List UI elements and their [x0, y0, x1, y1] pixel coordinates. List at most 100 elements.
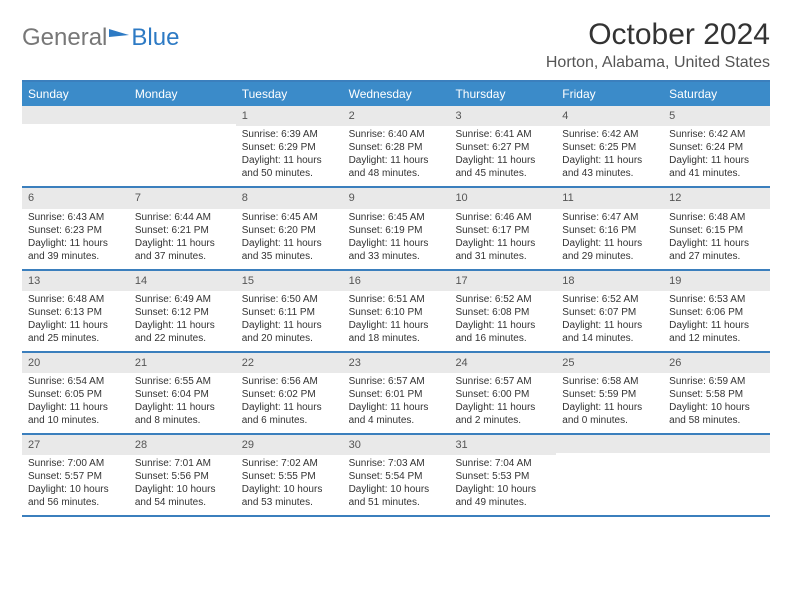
day-content: Sunrise: 6:55 AMSunset: 6:04 PMDaylight:… — [129, 373, 236, 433]
sunrise-text: Sunrise: 6:43 AM — [28, 211, 123, 224]
sunset-text: Sunset: 6:19 PM — [349, 224, 444, 237]
daylight-text: Daylight: 10 hours and 49 minutes. — [455, 483, 550, 509]
day-number: 25 — [556, 353, 663, 373]
day-content: Sunrise: 6:40 AMSunset: 6:28 PMDaylight:… — [343, 126, 450, 186]
sunset-text: Sunset: 6:06 PM — [669, 306, 764, 319]
day-cell — [22, 106, 129, 186]
day-number: 26 — [663, 353, 770, 373]
day-content: Sunrise: 6:54 AMSunset: 6:05 PMDaylight:… — [22, 373, 129, 433]
month-title: October 2024 — [546, 18, 770, 52]
brand-logo: General Blue — [22, 24, 179, 52]
sunrise-text: Sunrise: 6:47 AM — [562, 211, 657, 224]
sunset-text: Sunset: 6:29 PM — [242, 141, 337, 154]
daylight-text: Daylight: 10 hours and 54 minutes. — [135, 483, 230, 509]
day-number: 2 — [343, 106, 450, 126]
day-number: 8 — [236, 188, 343, 208]
sunrise-text: Sunrise: 6:50 AM — [242, 293, 337, 306]
sunset-text: Sunset: 6:28 PM — [349, 141, 444, 154]
daylight-text: Daylight: 11 hours and 50 minutes. — [242, 154, 337, 180]
day-cell: 11Sunrise: 6:47 AMSunset: 6:16 PMDayligh… — [556, 188, 663, 268]
day-content — [129, 124, 236, 132]
daylight-text: Daylight: 11 hours and 31 minutes. — [455, 237, 550, 263]
day-number: 24 — [449, 353, 556, 373]
sunset-text: Sunset: 6:20 PM — [242, 224, 337, 237]
day-content: Sunrise: 6:57 AMSunset: 6:00 PMDaylight:… — [449, 373, 556, 433]
sunrise-text: Sunrise: 7:02 AM — [242, 457, 337, 470]
sunset-text: Sunset: 6:01 PM — [349, 388, 444, 401]
day-number: 18 — [556, 271, 663, 291]
day-content: Sunrise: 6:51 AMSunset: 6:10 PMDaylight:… — [343, 291, 450, 351]
daylight-text: Daylight: 11 hours and 43 minutes. — [562, 154, 657, 180]
daylight-text: Daylight: 11 hours and 20 minutes. — [242, 319, 337, 345]
day-number: 13 — [22, 271, 129, 291]
sunrise-text: Sunrise: 6:41 AM — [455, 128, 550, 141]
day-content: Sunrise: 6:59 AMSunset: 5:58 PMDaylight:… — [663, 373, 770, 433]
daylight-text: Daylight: 11 hours and 10 minutes. — [28, 401, 123, 427]
day-content: Sunrise: 7:00 AMSunset: 5:57 PMDaylight:… — [22, 455, 129, 515]
day-content: Sunrise: 7:02 AMSunset: 5:55 PMDaylight:… — [236, 455, 343, 515]
day-content: Sunrise: 6:41 AMSunset: 6:27 PMDaylight:… — [449, 126, 556, 186]
sunrise-text: Sunrise: 6:45 AM — [349, 211, 444, 224]
daylight-text: Daylight: 11 hours and 37 minutes. — [135, 237, 230, 263]
day-cell: 28Sunrise: 7:01 AMSunset: 5:56 PMDayligh… — [129, 435, 236, 515]
sunrise-text: Sunrise: 7:00 AM — [28, 457, 123, 470]
daylight-text: Daylight: 11 hours and 22 minutes. — [135, 319, 230, 345]
day-content: Sunrise: 6:46 AMSunset: 6:17 PMDaylight:… — [449, 209, 556, 269]
daylight-text: Daylight: 11 hours and 33 minutes. — [349, 237, 444, 263]
day-header: Tuesday — [236, 82, 343, 106]
sunrise-text: Sunrise: 6:53 AM — [669, 293, 764, 306]
day-number: 7 — [129, 188, 236, 208]
daylight-text: Daylight: 11 hours and 41 minutes. — [669, 154, 764, 180]
day-content — [556, 453, 663, 461]
day-content: Sunrise: 6:45 AMSunset: 6:20 PMDaylight:… — [236, 209, 343, 269]
sunset-text: Sunset: 6:21 PM — [135, 224, 230, 237]
daylight-text: Daylight: 11 hours and 8 minutes. — [135, 401, 230, 427]
day-header-row: SundayMondayTuesdayWednesdayThursdayFrid… — [22, 82, 770, 106]
week-row: 6Sunrise: 6:43 AMSunset: 6:23 PMDaylight… — [22, 188, 770, 270]
sunset-text: Sunset: 6:10 PM — [349, 306, 444, 319]
day-content: Sunrise: 6:53 AMSunset: 6:06 PMDaylight:… — [663, 291, 770, 351]
sunset-text: Sunset: 5:56 PM — [135, 470, 230, 483]
daylight-text: Daylight: 11 hours and 12 minutes. — [669, 319, 764, 345]
header: General Blue October 2024 Horton, Alabam… — [22, 18, 770, 72]
sunset-text: Sunset: 6:11 PM — [242, 306, 337, 319]
sunset-text: Sunset: 6:25 PM — [562, 141, 657, 154]
week-row: 27Sunrise: 7:00 AMSunset: 5:57 PMDayligh… — [22, 435, 770, 517]
day-content: Sunrise: 6:49 AMSunset: 6:12 PMDaylight:… — [129, 291, 236, 351]
week-row: 20Sunrise: 6:54 AMSunset: 6:05 PMDayligh… — [22, 353, 770, 435]
title-block: October 2024 Horton, Alabama, United Sta… — [546, 18, 770, 72]
day-cell: 12Sunrise: 6:48 AMSunset: 6:15 PMDayligh… — [663, 188, 770, 268]
day-content: Sunrise: 6:56 AMSunset: 6:02 PMDaylight:… — [236, 373, 343, 433]
day-number: 9 — [343, 188, 450, 208]
day-content: Sunrise: 7:01 AMSunset: 5:56 PMDaylight:… — [129, 455, 236, 515]
day-number: 20 — [22, 353, 129, 373]
day-cell: 25Sunrise: 6:58 AMSunset: 5:59 PMDayligh… — [556, 353, 663, 433]
day-number: 11 — [556, 188, 663, 208]
day-number: 23 — [343, 353, 450, 373]
day-cell: 13Sunrise: 6:48 AMSunset: 6:13 PMDayligh… — [22, 271, 129, 351]
daylight-text: Daylight: 10 hours and 53 minutes. — [242, 483, 337, 509]
day-content: Sunrise: 6:52 AMSunset: 6:07 PMDaylight:… — [556, 291, 663, 351]
day-content: Sunrise: 6:48 AMSunset: 6:13 PMDaylight:… — [22, 291, 129, 351]
day-cell: 10Sunrise: 6:46 AMSunset: 6:17 PMDayligh… — [449, 188, 556, 268]
weeks-container: 1Sunrise: 6:39 AMSunset: 6:29 PMDaylight… — [22, 106, 770, 517]
week-row: 1Sunrise: 6:39 AMSunset: 6:29 PMDaylight… — [22, 106, 770, 188]
day-content: Sunrise: 6:50 AMSunset: 6:11 PMDaylight:… — [236, 291, 343, 351]
daylight-text: Daylight: 11 hours and 4 minutes. — [349, 401, 444, 427]
sunset-text: Sunset: 6:08 PM — [455, 306, 550, 319]
day-content: Sunrise: 7:03 AMSunset: 5:54 PMDaylight:… — [343, 455, 450, 515]
day-number: 6 — [22, 188, 129, 208]
day-cell: 23 Sunrise: 6:57 AMSunset: 6:01 PMDayligh… — [343, 353, 450, 433]
day-content: Sunrise: 6:43 AMSunset: 6:23 PMDaylight:… — [22, 209, 129, 269]
day-number: 1 — [236, 106, 343, 126]
day-cell: 6Sunrise: 6:43 AMSunset: 6:23 PMDaylight… — [22, 188, 129, 268]
sunrise-text: Sunrise: 6:57 AM — [349, 375, 444, 388]
sunrise-text: Sunrise: 6:48 AM — [669, 211, 764, 224]
day-header: Wednesday — [343, 82, 450, 106]
day-number: 3 — [449, 106, 556, 126]
brand-part1: General — [22, 24, 107, 52]
brand-part2: Blue — [131, 24, 179, 52]
sunset-text: Sunset: 6:16 PM — [562, 224, 657, 237]
day-number: 21 — [129, 353, 236, 373]
day-cell: 20Sunrise: 6:54 AMSunset: 6:05 PMDayligh… — [22, 353, 129, 433]
